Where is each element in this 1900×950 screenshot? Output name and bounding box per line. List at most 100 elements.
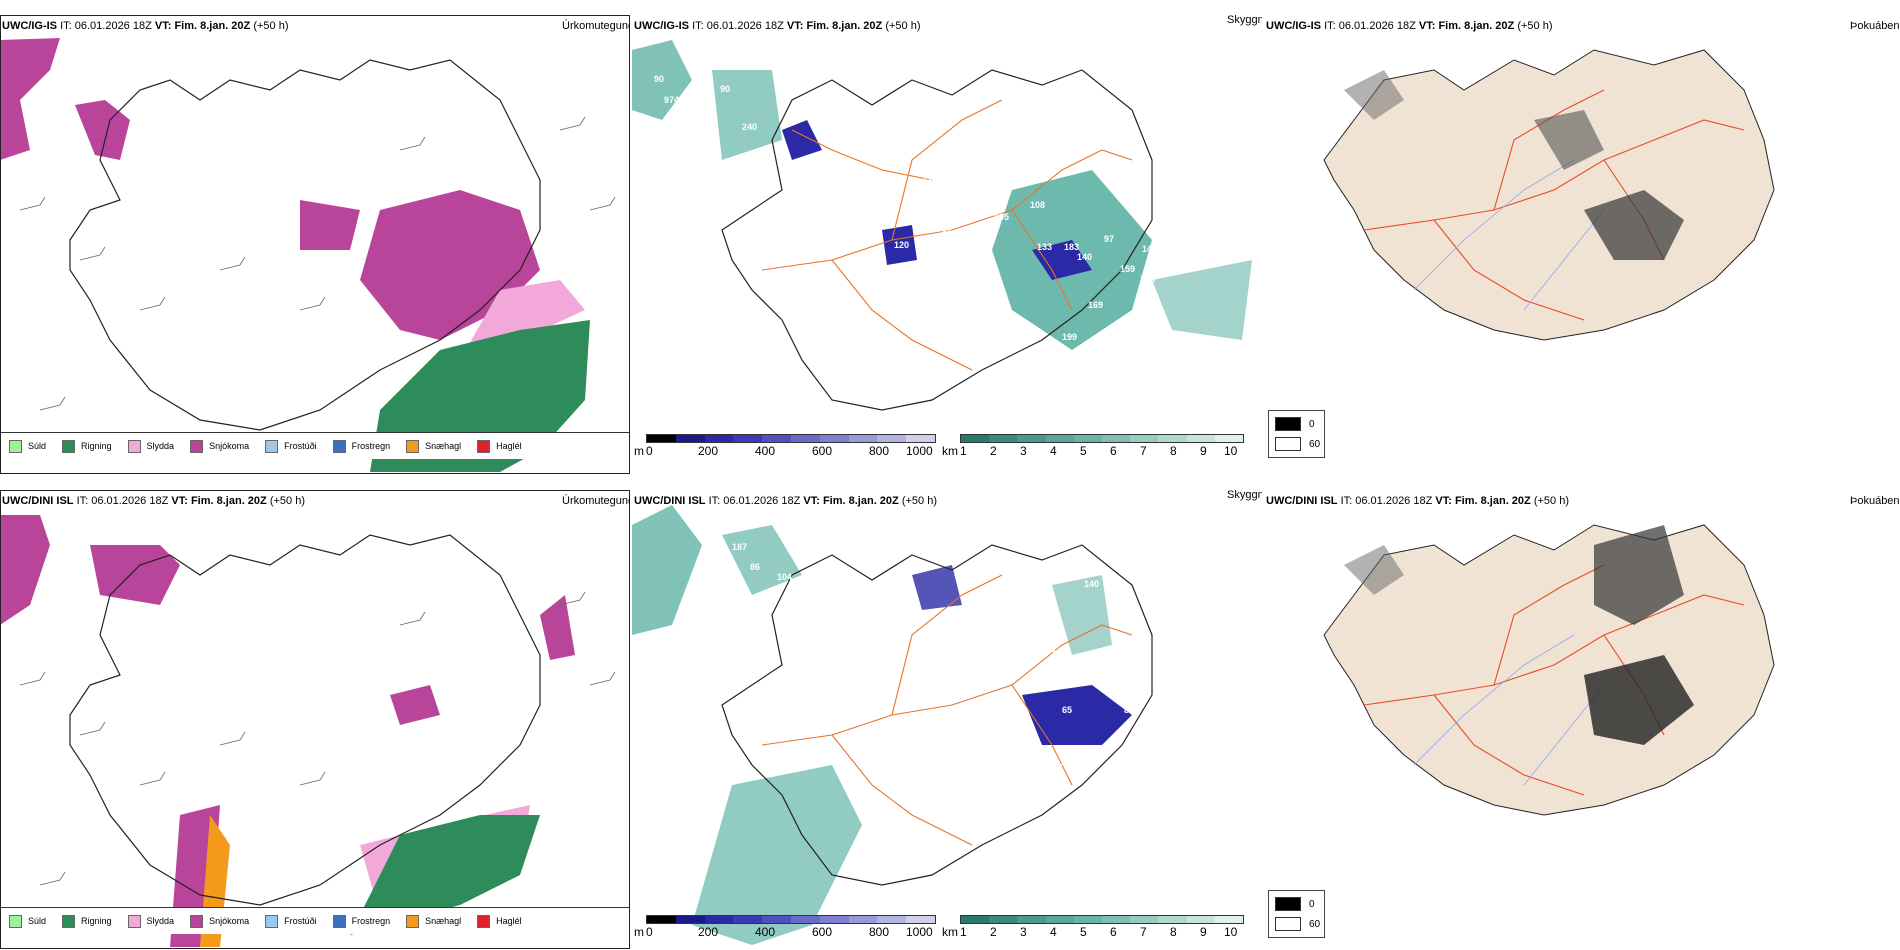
tick-label: 2 <box>990 444 997 458</box>
svg-text:140: 140 <box>1077 252 1092 262</box>
svg-text:90: 90 <box>654 74 664 84</box>
scale-step <box>906 435 935 442</box>
svg-text:140: 140 <box>1084 579 1099 589</box>
tick-label: 4 <box>1050 925 1057 939</box>
freezing-rain-swatch <box>332 439 346 453</box>
tick-label: 3 <box>1020 925 1027 939</box>
svg-text:97: 97 <box>1104 234 1114 244</box>
snow-area <box>90 545 180 605</box>
ceiling-panel-row2: 187 104 86 140 129 114 97 65 88 110 124 … <box>632 485 1262 950</box>
precip-panel-row1: UWC/IG-IS IT: 06.01.2026 18Z VT: Fim. 8.… <box>0 10 630 475</box>
tick-label: 9 <box>1200 925 1207 939</box>
svg-text:103: 103 <box>957 167 972 177</box>
legend-row: 60 <box>1275 917 1320 931</box>
tick-label: 1000 <box>906 444 933 458</box>
scale-step <box>675 435 705 442</box>
scale-step <box>733 435 763 442</box>
svg-text:91: 91 <box>1034 677 1044 687</box>
svg-text:99: 99 <box>900 152 910 162</box>
legend-row: 0 <box>1275 897 1315 911</box>
visibility-colorbar: km 1 2 3 4 5 6 7 8 9 10 <box>942 915 1244 943</box>
ceiling-value-labels: 90 974 240 99 84 103 120 97 124 805 108 … <box>654 74 1157 342</box>
svg-text:144: 144 <box>1142 244 1157 254</box>
rain-area <box>350 815 540 935</box>
hail-swatch <box>477 439 491 453</box>
panel-name: Þokuábendi <box>1850 20 1900 32</box>
scale-unit: km <box>942 925 958 939</box>
drizzle-swatch <box>9 914 22 928</box>
panel-title: UWC/DINI ISL IT: 06.01.2026 18Z VT: Fim.… <box>2 495 305 507</box>
panel-name: Skyggni <box>1227 14 1262 26</box>
road-network <box>761 574 1133 846</box>
tick-label: 4 <box>1050 444 1057 458</box>
scale-step <box>1102 435 1131 442</box>
snow-area <box>300 200 360 250</box>
visibility-scale-bar <box>960 434 1244 443</box>
ceiling-colorbar: m 0 200 400 600 800 1000 <box>634 915 936 943</box>
iceland-outline <box>721 544 1153 886</box>
svg-text:110: 110 <box>1164 637 1179 647</box>
legend-snow: Snjókoma <box>190 914 249 928</box>
svg-text:169: 169 <box>1088 300 1103 310</box>
scale-unit: m <box>634 444 644 458</box>
panel-title: UWC/DINI ISL IT: 06.01.2026 18Z VT: Fim.… <box>634 495 937 507</box>
frost-drizzle-swatch <box>265 914 279 928</box>
svg-text:90: 90 <box>720 84 730 94</box>
tick-label: 5 <box>1080 925 1087 939</box>
snow-area <box>0 38 60 160</box>
road-network <box>761 99 1133 371</box>
tick-label: 1000 <box>906 925 933 939</box>
wind-barbs <box>19 591 616 926</box>
scale-unit: km <box>942 444 958 458</box>
panel-name: Þokuábendi <box>1850 495 1900 507</box>
svg-text:84: 84 <box>922 177 932 187</box>
tick-label: 800 <box>869 925 890 939</box>
panel-title: UWC/IG-IS IT: 06.01.2026 18Z VT: Fim. 8.… <box>1266 20 1553 32</box>
snow-area <box>540 595 575 660</box>
panel-title: UWC/DINI ISL IT: 06.01.2026 18Z VT: Fim.… <box>1266 495 1569 507</box>
fog-panel-row2: UWC/DINI ISL IT: 06.01.2026 18Z VT: Fim.… <box>1264 485 1900 950</box>
scale-step <box>790 435 820 442</box>
tick-label: 1 <box>960 925 967 939</box>
svg-text:199: 199 <box>1062 332 1077 342</box>
tick-label: 1 <box>960 444 967 458</box>
fog-area <box>1344 70 1404 120</box>
svg-text:108: 108 <box>1030 200 1045 210</box>
scale-step <box>647 435 676 442</box>
fog-area <box>1594 525 1684 625</box>
legend-frost-drizzle: Frostúði <box>265 914 317 928</box>
fog-map-row1 <box>1323 49 1775 341</box>
legend-freezing-rain: Frostregn <box>332 914 390 928</box>
precip-panel-row2: UWC/DINI ISL IT: 06.01.2026 18Z VT: Fim.… <box>0 485 630 950</box>
fog-swatch-60 <box>1275 437 1301 451</box>
iceland-outline <box>69 534 541 906</box>
tick-label: 2 <box>990 925 997 939</box>
svg-text:97: 97 <box>942 224 952 234</box>
snow-area <box>75 100 130 160</box>
tick-label: 0 <box>646 925 653 939</box>
legend-row: 60 <box>1275 437 1320 451</box>
ceiling-panel-row1: 90 974 240 99 84 103 120 97 124 805 108 … <box>632 10 1262 475</box>
scale-step <box>1130 916 1159 923</box>
panel-title: UWC/IG-IS IT: 06.01.2026 18Z VT: Fim. 8.… <box>2 20 289 32</box>
tick-label: 5 <box>1080 444 1087 458</box>
tick-label: 10 <box>1224 444 1238 458</box>
tick-label: 6 <box>1110 925 1117 939</box>
scale-step <box>1158 916 1187 923</box>
tick-label: 400 <box>755 444 776 458</box>
svg-text:97: 97 <box>1020 715 1030 725</box>
legend-snow: Snjókoma <box>190 439 249 453</box>
sleet-swatch <box>127 914 141 928</box>
scale-step <box>1017 916 1046 923</box>
panel-title: UWC/IG-IS IT: 06.01.2026 18Z VT: Fim. 8.… <box>634 20 921 32</box>
fog-area <box>1344 545 1404 595</box>
scale-step <box>1017 435 1046 442</box>
tick-label: 7 <box>1140 444 1147 458</box>
tick-label: 6 <box>1110 444 1117 458</box>
tick-label: 200 <box>698 925 719 939</box>
svg-text:159: 159 <box>1120 264 1135 274</box>
precip-map-row2 <box>0 507 630 947</box>
rain-swatch <box>62 914 76 928</box>
scale-step <box>762 435 791 442</box>
legend-sleet: Slydda <box>127 439 174 453</box>
